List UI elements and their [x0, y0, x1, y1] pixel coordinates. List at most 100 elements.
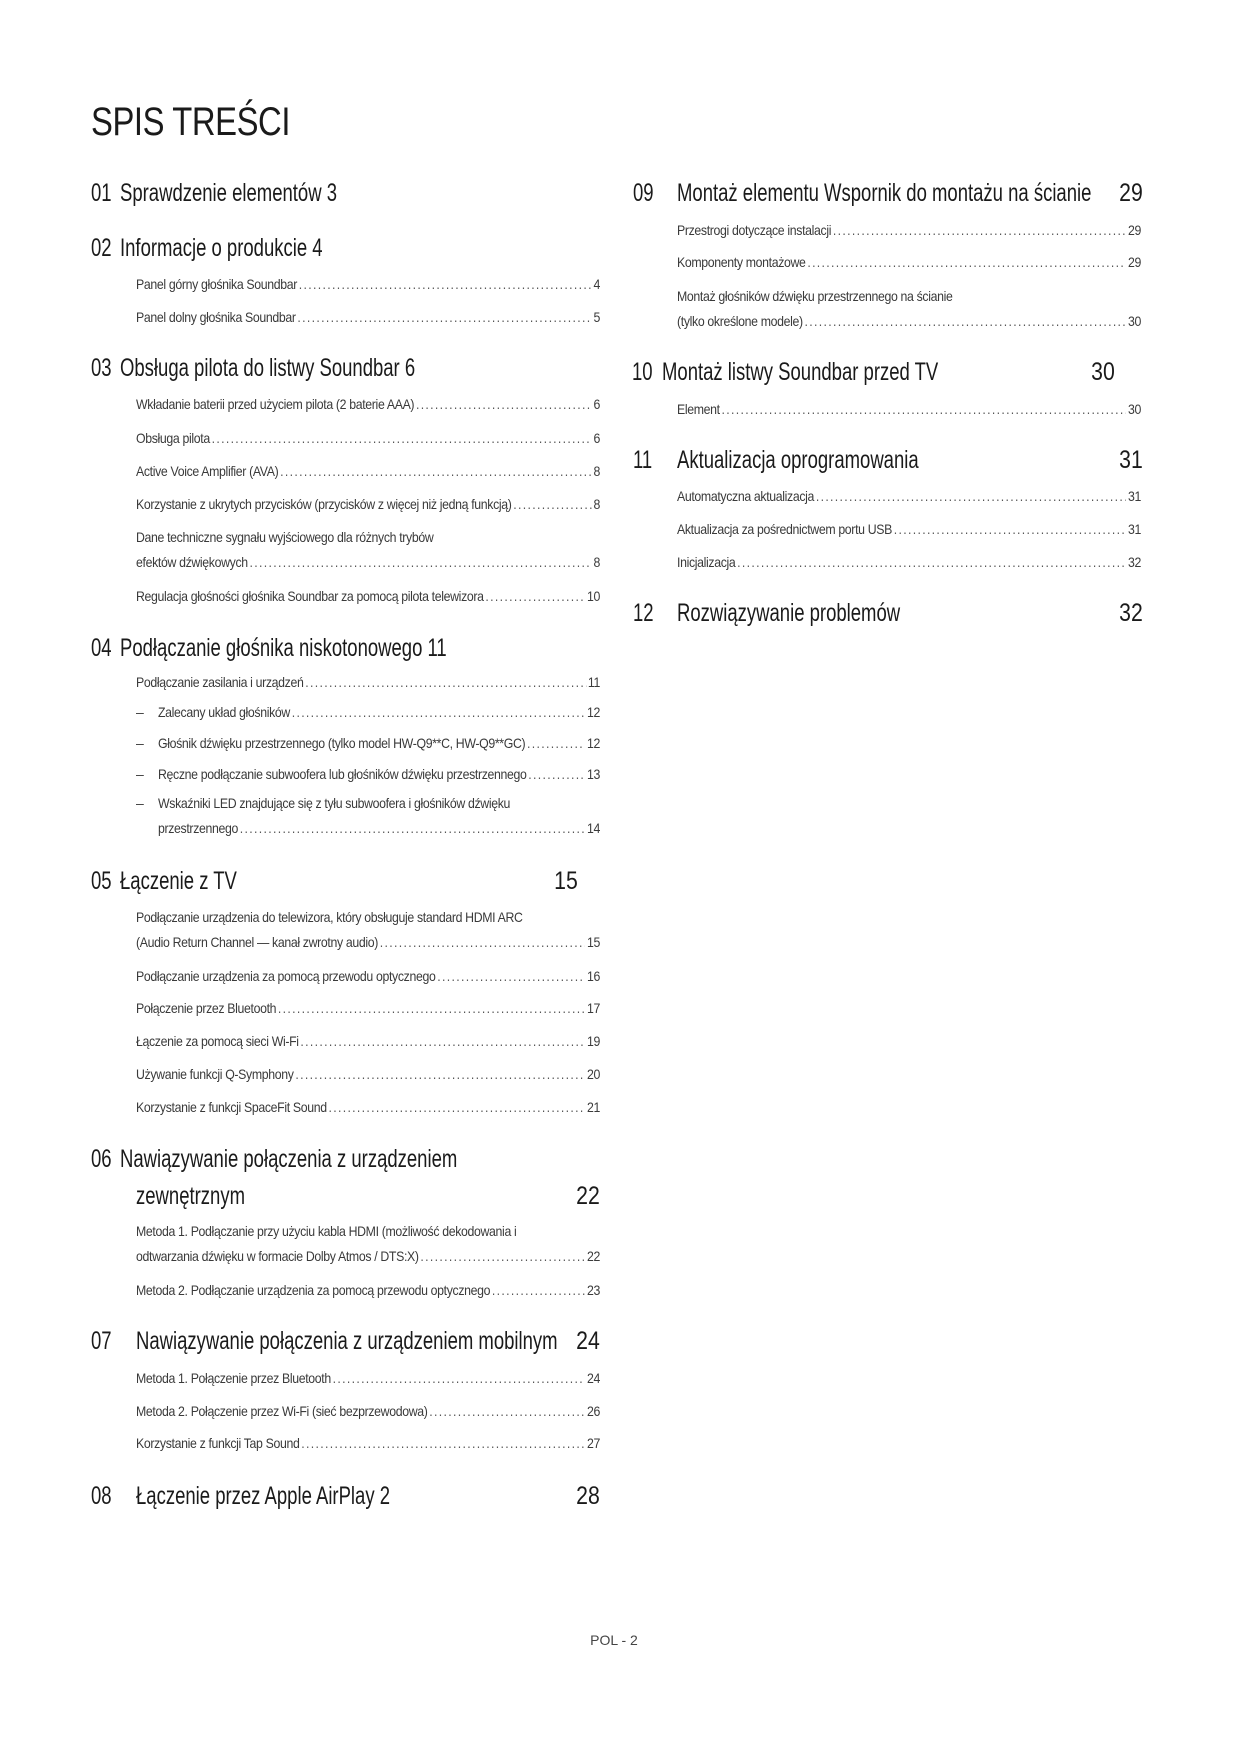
- toc-entry-label[interactable]: (tylko określone modele): [677, 313, 803, 329]
- toc-entry[interactable]: Podłączanie urządzenia do telewizora, kt…: [136, 907, 600, 927]
- toc-entry[interactable]: Metoda 2. Połączenie przez Wi-Fi (sieć b…: [136, 1401, 600, 1421]
- toc-entry[interactable]: Połączenie przez Bluetooth 17: [136, 998, 600, 1018]
- toc-entry[interactable]: Łączenie za pomocą sieci Wi-Fi 19: [136, 1031, 600, 1051]
- toc-entry-label[interactable]: Podłączanie urządzenia za pomocą przewod…: [136, 968, 436, 984]
- toc-entry[interactable]: Podłączanie urządzenia za pomocą przewod…: [136, 966, 600, 986]
- toc-entry[interactable]: Dane techniczne sygnału wyjściowego dla …: [136, 527, 600, 547]
- section-heading[interactable]: Nawiązywanie połączenia z urządzeniem: [120, 1144, 576, 1174]
- toc-entry-label[interactable]: przestrzennego: [158, 820, 238, 836]
- toc-entry-label[interactable]: Głośnik dźwięku przestrzennego (tylko mo…: [158, 735, 526, 751]
- section-heading[interactable]: Łączenie z TV: [120, 866, 278, 896]
- toc-entry[interactable]: Przestrogi dotyczące instalacji 29: [677, 220, 1141, 240]
- toc-entry[interactable]: Głośnik dźwięku przestrzennego (tylko mo…: [158, 733, 600, 753]
- toc-entry-label[interactable]: Regulacja głośności głośnika Soundbar za…: [136, 588, 484, 604]
- toc-entry-label[interactable]: Wkładanie baterii przed użyciem pilota (…: [136, 396, 415, 412]
- toc-entry-label[interactable]: Automatyczna aktualizacja: [677, 488, 815, 504]
- section-title[interactable]: Montaż listwy Soundbar przed TV: [662, 358, 939, 386]
- toc-entry-label[interactable]: Podłączanie urządzenia do telewizora, kt…: [136, 909, 523, 925]
- toc-entry[interactable]: Regulacja głośności głośnika Soundbar za…: [136, 586, 600, 606]
- toc-entry-label[interactable]: Komponenty montażowe: [677, 254, 806, 270]
- section-title[interactable]: Nawiązywanie połączenia z urządzeniem: [120, 1145, 458, 1173]
- toc-entry-label[interactable]: Panel górny głośnika Soundbar: [136, 276, 298, 292]
- section-title[interactable]: Aktualizacja oprogramowania: [677, 446, 919, 474]
- toc-entry[interactable]: Korzystanie z funkcji Tap Sound 27: [136, 1433, 600, 1453]
- section-title[interactable]: Nawiązywanie połączenia z urządzeniem mo…: [136, 1327, 558, 1355]
- toc-entry-label[interactable]: Ręczne podłączanie subwoofera lub głośni…: [158, 766, 527, 782]
- toc-entry[interactable]: Korzystanie z funkcji SpaceFit Sound 21: [136, 1097, 600, 1117]
- toc-entry[interactable]: Montaż głośników dźwięku przestrzennego …: [677, 286, 1141, 306]
- toc-entry[interactable]: Metoda 2. Podłączanie urządzenia za pomo…: [136, 1280, 600, 1300]
- toc-entry-label[interactable]: Dane techniczne sygnału wyjściowego dla …: [136, 529, 434, 545]
- toc-entry[interactable]: Wskaźniki LED znajdujące się z tyłu subw…: [158, 793, 600, 813]
- toc-entry-label[interactable]: Zalecany układ głośników: [158, 704, 290, 720]
- section-heading[interactable]: Sprawdzenie elementów 3: [120, 178, 413, 208]
- toc-entry[interactable]: Obsługa pilota 6: [136, 428, 600, 448]
- toc-entry[interactable]: efektów dźwiękowych 8: [136, 552, 600, 572]
- section-heading[interactable]: Obsługa pilota do listwy Soundbar 6: [120, 353, 519, 383]
- toc-entry-label[interactable]: efektów dźwiękowych: [136, 554, 248, 570]
- toc-entry[interactable]: Aktualizacja za pośrednictwem portu USB 3…: [677, 519, 1141, 539]
- toc-entry[interactable]: Zalecany układ głośników 12: [158, 702, 600, 722]
- section-heading[interactable]: Nawiązywanie połączenia z urządzeniem mo…: [136, 1326, 706, 1356]
- section-title[interactable]: Łączenie przez Apple AirPlay 2: [136, 1482, 391, 1510]
- toc-entry-label[interactable]: Element: [677, 401, 720, 417]
- toc-entry-label[interactable]: Podłączanie zasilania i urządzeń: [136, 674, 304, 690]
- section-title[interactable]: zewnętrznym: [136, 1182, 245, 1210]
- section-title[interactable]: Informacje o produkcie 4: [120, 234, 323, 262]
- section-heading[interactable]: Rozwiązywanie problemów: [677, 598, 979, 628]
- toc-entry-label[interactable]: Aktualizacja za pośrednictwem portu USB: [677, 521, 892, 537]
- section-title[interactable]: Rozwiązywanie problemów: [677, 599, 901, 627]
- toc-entry-label[interactable]: Inicjalizacja: [677, 554, 736, 570]
- toc-entry[interactable]: Active Voice Amplifier (AVA) 8: [136, 461, 600, 481]
- toc-entry[interactable]: Inicjalizacja 32: [677, 552, 1141, 572]
- toc-entry[interactable]: (Audio Return Channel — kanał zwrotny au…: [136, 932, 600, 952]
- toc-entry-label[interactable]: Połączenie przez Bluetooth: [136, 1000, 277, 1016]
- toc-entry-label[interactable]: (Audio Return Channel — kanał zwrotny au…: [136, 934, 378, 950]
- toc-entry-label[interactable]: Wskaźniki LED znajdujące się z tyłu subw…: [158, 795, 511, 811]
- toc-entry[interactable]: Metoda 1. Podłączanie przy użyciu kabla …: [136, 1221, 600, 1241]
- toc-entry[interactable]: Ręczne podłączanie subwoofera lub głośni…: [158, 764, 600, 784]
- toc-entry[interactable]: Element 30: [677, 399, 1141, 419]
- section-heading[interactable]: zewnętrznym: [136, 1181, 283, 1211]
- toc-entry[interactable]: Panel dolny głośnika Soundbar 5: [136, 307, 600, 327]
- toc-entry-label[interactable]: Używanie funkcji Q-Symphony: [136, 1066, 294, 1082]
- toc-entry[interactable]: Komponenty montażowe 29: [677, 252, 1141, 272]
- section-title[interactable]: Obsługa pilota do listwy Soundbar 6: [120, 354, 416, 382]
- section-heading[interactable]: Informacje o produkcie 4: [120, 233, 394, 263]
- toc-entry[interactable]: przestrzennego 14: [158, 818, 600, 838]
- toc-entry-label[interactable]: Obsługa pilota: [136, 430, 210, 446]
- toc-entry[interactable]: Automatyczna aktualizacja 31: [677, 486, 1141, 506]
- toc-entry-label[interactable]: Łączenie za pomocą sieci Wi-Fi: [136, 1033, 299, 1049]
- toc-entry-label[interactable]: Korzystanie z funkcji Tap Sound: [136, 1435, 300, 1451]
- toc-entry[interactable]: (tylko określone modele) 30: [677, 311, 1141, 331]
- section-heading[interactable]: Montaż elementu Wspornik do montażu na ś…: [677, 178, 1237, 208]
- toc-entry-label[interactable]: Korzystanie z ukrytych przycisków (przyc…: [136, 496, 512, 512]
- toc-entry-label[interactable]: Metoda 1. Połączenie przez Bluetooth: [136, 1370, 331, 1386]
- section-heading[interactable]: Podłączanie głośnika niskotonowego 11: [120, 633, 562, 663]
- toc-entry-label[interactable]: Panel dolny głośnika Soundbar: [136, 309, 296, 325]
- toc-entry-label[interactable]: odtwarzania dźwięku w formacie Dolby Atm…: [136, 1248, 419, 1264]
- section-title[interactable]: Podłączanie głośnika niskotonowego 11: [120, 634, 447, 662]
- section-title[interactable]: Łączenie z TV: [120, 867, 237, 895]
- toc-entry-label[interactable]: Metoda 2. Połączenie przez Wi-Fi (sieć b…: [136, 1403, 428, 1419]
- section-title[interactable]: Montaż elementu Wspornik do montażu na ś…: [677, 179, 1092, 207]
- section-number-text: 04: [91, 634, 112, 662]
- toc-entry-label[interactable]: Przestrogi dotyczące instalacji: [677, 222, 832, 238]
- section-heading[interactable]: Montaż listwy Soundbar przed TV: [662, 357, 1035, 387]
- toc-entry[interactable]: Podłączanie zasilania i urządzeń 11: [136, 672, 600, 692]
- section-title[interactable]: Sprawdzenie elementów 3: [120, 179, 337, 207]
- section-heading[interactable]: Aktualizacja oprogramowania: [677, 445, 1004, 475]
- toc-entry[interactable]: Używanie funkcji Q-Symphony 20: [136, 1064, 600, 1084]
- toc-entry[interactable]: Korzystanie z ukrytych przycisków (przyc…: [136, 494, 600, 514]
- toc-entry-label[interactable]: Metoda 1. Podłączanie przy użyciu kabla …: [136, 1223, 517, 1239]
- toc-entry-label[interactable]: Active Voice Amplifier (AVA): [136, 463, 279, 479]
- toc-entry-label[interactable]: Montaż głośników dźwięku przestrzennego …: [677, 288, 953, 304]
- toc-entry-label[interactable]: Metoda 2. Podłączanie urządzenia za pomo…: [136, 1282, 491, 1298]
- dot-leader: [437, 966, 585, 986]
- toc-entry-label[interactable]: Korzystanie z funkcji SpaceFit Sound: [136, 1099, 327, 1115]
- toc-entry[interactable]: Panel górny głośnika Soundbar 4: [136, 274, 600, 294]
- toc-entry[interactable]: odtwarzania dźwięku w formacie Dolby Atm…: [136, 1246, 600, 1266]
- toc-entry[interactable]: Wkładanie baterii przed użyciem pilota (…: [136, 394, 600, 414]
- section-heading[interactable]: Łączenie przez Apple AirPlay 2: [136, 1481, 479, 1511]
- toc-entry[interactable]: Metoda 1. Połączenie przez Bluetooth 24: [136, 1368, 600, 1388]
